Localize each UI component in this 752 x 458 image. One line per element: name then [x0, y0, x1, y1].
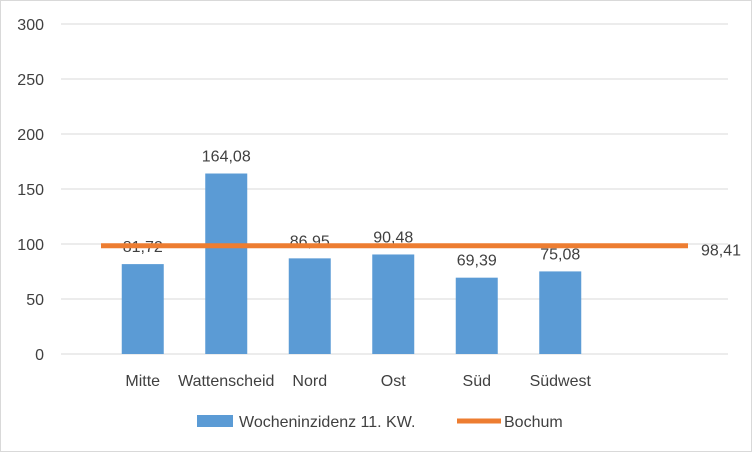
legend-label-line: Bochum: [504, 414, 563, 431]
bar: [539, 271, 582, 354]
y-tick-label: 200: [17, 127, 44, 144]
y-axis-ticks: 0 50 100 150 200 250 300: [17, 17, 44, 364]
x-tick-label: Südwest: [530, 373, 592, 390]
x-axis-ticks: Mitte Wattenscheid Nord Ost Süd Südwest: [125, 373, 591, 390]
legend: Wocheninzidenz 11. KW. Bochum: [197, 414, 563, 431]
y-tick-label: 150: [17, 182, 44, 199]
y-tick-label: 0: [35, 347, 44, 364]
x-tick-label: Wattenscheid: [178, 373, 274, 390]
reference-line-label: 98,41: [701, 243, 741, 260]
bars: [121, 173, 582, 354]
y-tick-label: 100: [17, 237, 44, 254]
y-tick-label: 300: [17, 17, 44, 34]
legend-label-bar: Wocheninzidenz 11. KW.: [239, 414, 415, 431]
bar: [455, 277, 498, 354]
data-label: 75,08: [540, 246, 580, 263]
data-label: 90,48: [373, 229, 413, 246]
data-label: 164,08: [202, 149, 251, 166]
x-tick-label: Ost: [381, 373, 406, 390]
legend-swatch-bar: [197, 415, 233, 427]
bar: [288, 258, 331, 354]
bar: [121, 264, 164, 354]
x-tick-label: Nord: [292, 373, 327, 390]
data-label: 69,39: [457, 253, 497, 270]
x-tick-label: Süd: [463, 373, 491, 390]
reference-line: 98,41: [101, 243, 741, 260]
bar: [372, 254, 415, 354]
bar: [205, 173, 248, 354]
y-tick-label: 50: [26, 292, 44, 309]
x-tick-label: Mitte: [125, 373, 160, 390]
y-tick-label: 250: [17, 72, 44, 89]
